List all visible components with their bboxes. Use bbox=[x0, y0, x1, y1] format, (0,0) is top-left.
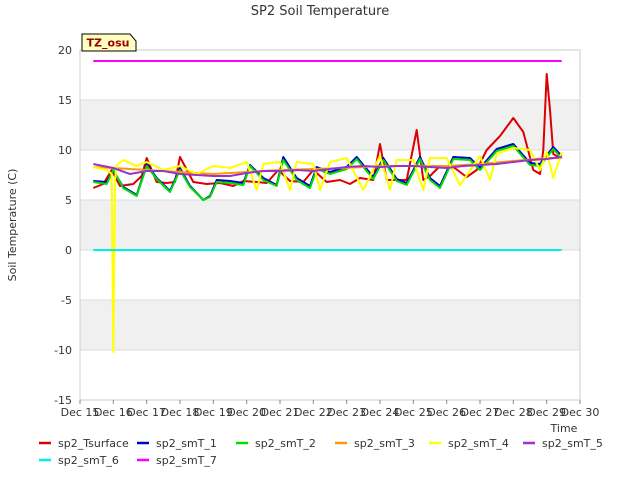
series-layer bbox=[92, 60, 563, 353]
x-tick-label: Dec 29 bbox=[527, 406, 566, 419]
tz-badge: TZ_osu bbox=[81, 33, 137, 52]
y-tick-label: -10 bbox=[54, 344, 72, 357]
x-tick-label: Dec 25 bbox=[394, 406, 433, 419]
legend-label: sp2_smT_6 bbox=[58, 454, 119, 467]
legend-label: sp2_smT_7 bbox=[156, 454, 217, 467]
background-bands bbox=[80, 100, 580, 350]
x-tick-label: Dec 20 bbox=[227, 406, 266, 419]
x-axis-label: Time bbox=[550, 422, 578, 435]
background-band bbox=[80, 300, 580, 350]
series-line-sp2_smT_5 bbox=[93, 156, 562, 177]
series-line-sp2_Tsurface bbox=[92, 73, 563, 189]
x-tick-label: Dec 27 bbox=[461, 406, 500, 419]
x-tick-label: Dec 19 bbox=[194, 406, 233, 419]
y-tick-label: 10 bbox=[58, 144, 72, 157]
x-tick-label: Dec 18 bbox=[161, 406, 200, 419]
legend-label: sp2_smT_5 bbox=[542, 437, 603, 450]
y-tick-label: 20 bbox=[58, 44, 72, 57]
plot-frame bbox=[79, 49, 581, 401]
x-tick-label: Dec 26 bbox=[427, 406, 466, 419]
legend: sp2_Tsurface sp2_smT_1 sp2_smT_2 sp2_smT_3 s… bbox=[39, 437, 603, 467]
x-tick-label: Dec 21 bbox=[261, 406, 300, 419]
x-tick-label: Dec 28 bbox=[494, 406, 533, 419]
y-tick-label: 15 bbox=[58, 94, 72, 107]
x-tick-label: Dec 15 bbox=[61, 406, 100, 419]
series-line-sp2_smT_4 bbox=[93, 147, 563, 353]
legend-label: sp2_smT_3 bbox=[354, 437, 415, 450]
y-axis-label: Soil Temperature (C) bbox=[6, 169, 19, 282]
legend-label: sp2_smT_1 bbox=[156, 437, 217, 450]
y-tick-label: 0 bbox=[65, 244, 72, 257]
series-line-sp2_smT_2 bbox=[93, 145, 563, 201]
chart-title: SP2 Soil Temperature bbox=[251, 4, 389, 19]
y-tick-label: -5 bbox=[61, 294, 72, 307]
legend-label: sp2_smT_2 bbox=[255, 437, 316, 450]
x-tick-label: Dec 23 bbox=[327, 406, 366, 419]
x-tick-label: Dec 24 bbox=[361, 406, 400, 419]
tz-badge-label: TZ_osu bbox=[87, 37, 130, 50]
x-tick-label: Dec 16 bbox=[94, 406, 133, 419]
legend-label: sp2_smT_4 bbox=[448, 437, 509, 450]
y-tick-label: 5 bbox=[65, 194, 72, 207]
x-tick-label: Dec 17 bbox=[127, 406, 166, 419]
legend-label: sp2_Tsurface bbox=[58, 437, 129, 450]
background-band bbox=[80, 200, 580, 250]
x-tick-label: Dec 22 bbox=[294, 406, 333, 419]
background-band bbox=[80, 100, 580, 150]
y-tick-label: -15 bbox=[54, 394, 72, 407]
x-tick-label: Dec 30 bbox=[561, 406, 600, 419]
